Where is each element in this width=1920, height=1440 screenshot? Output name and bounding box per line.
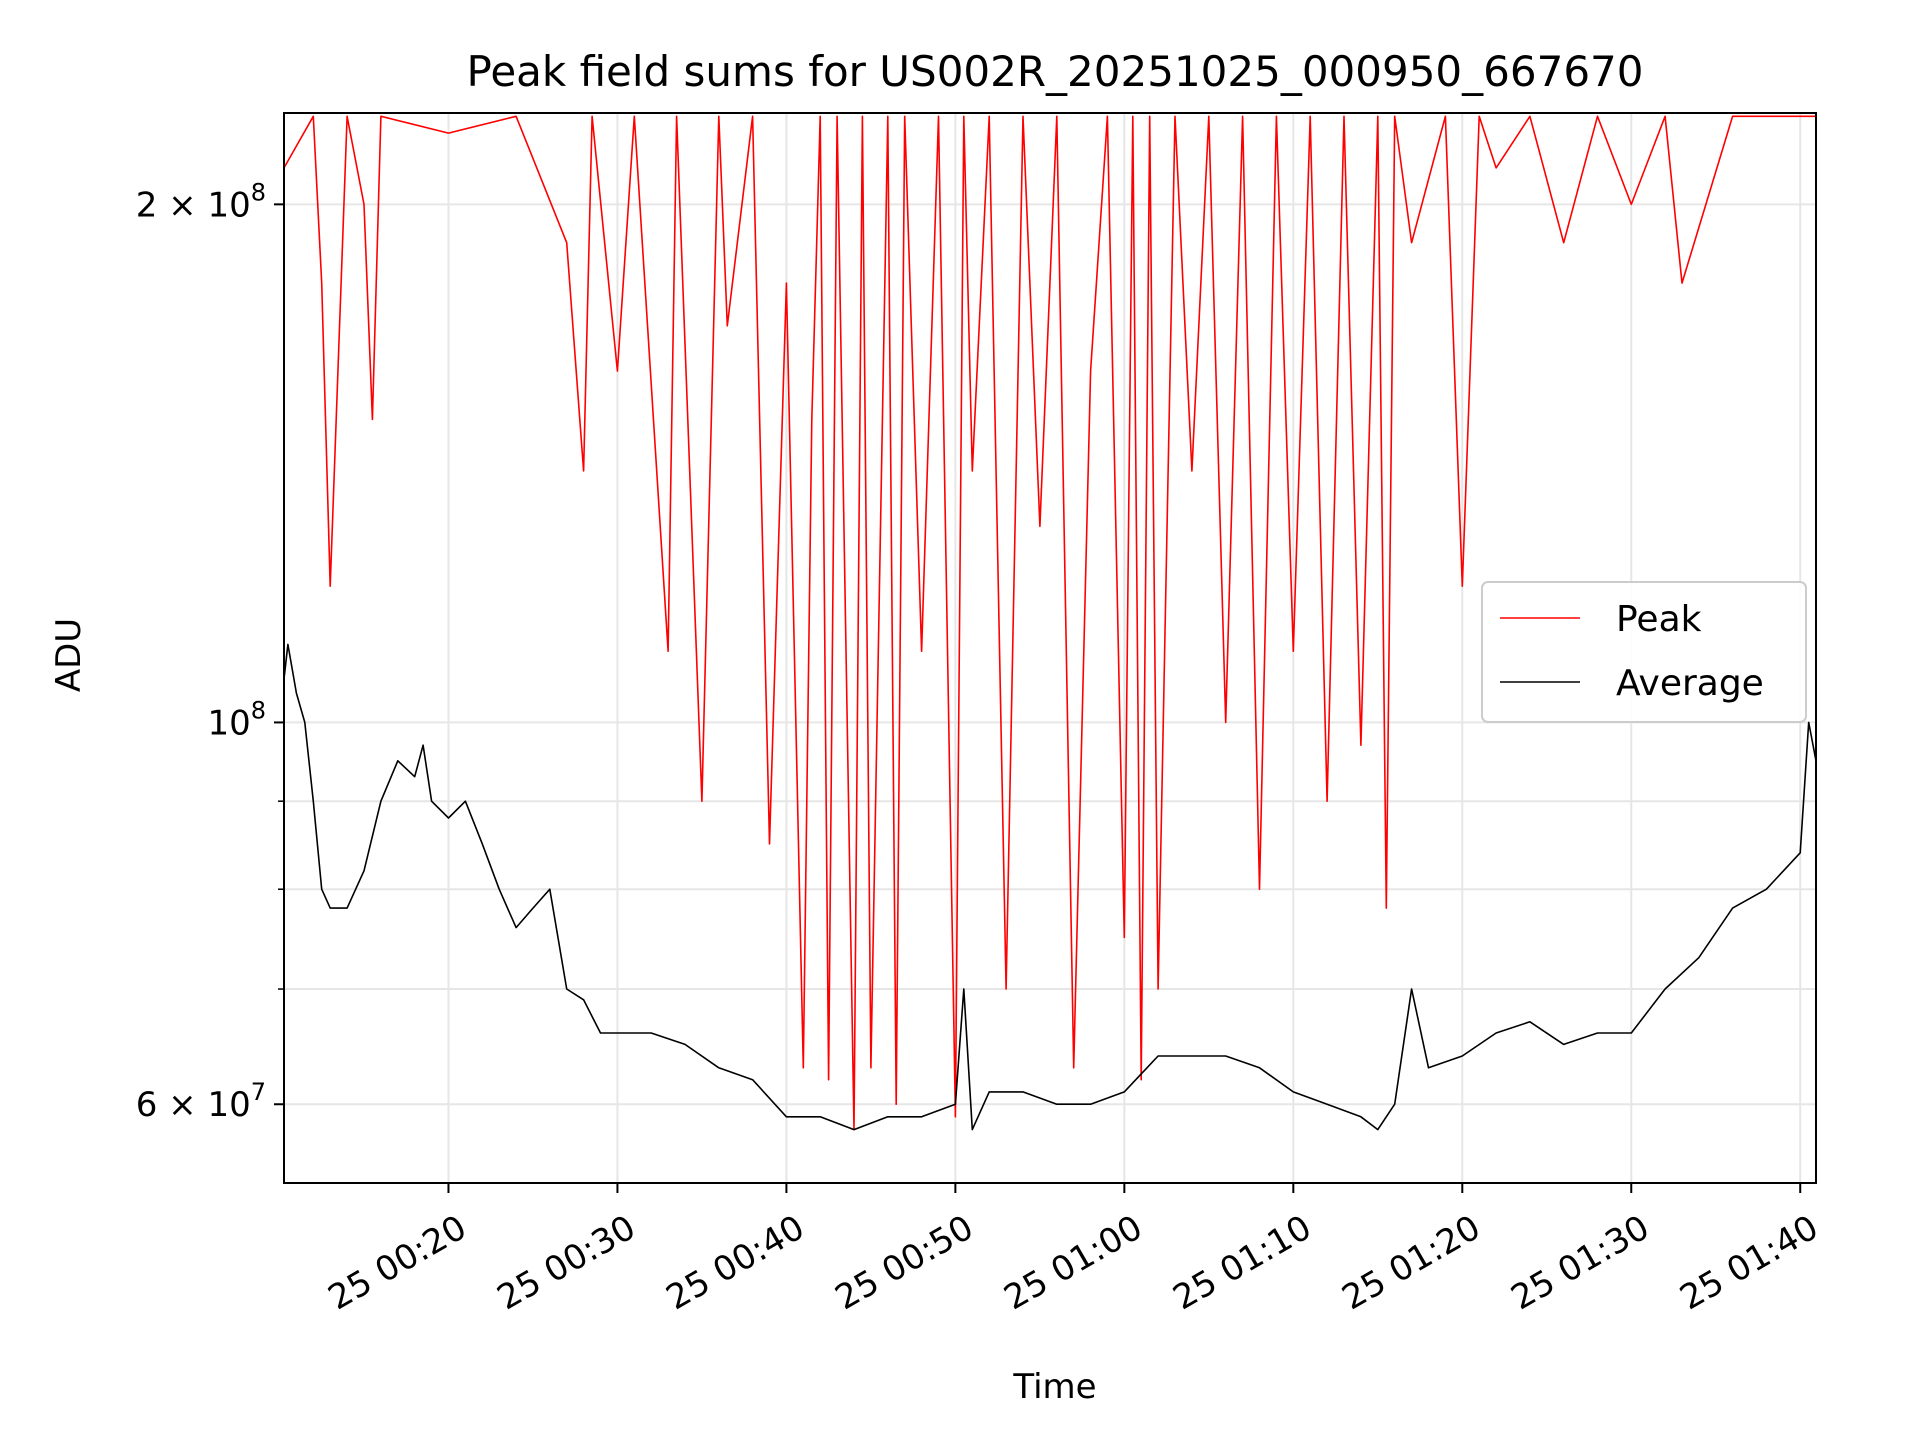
x-tick-label-4: 25 01:00 [998, 1208, 1150, 1319]
y-tick-label-0: 6 × 107 [136, 1078, 266, 1125]
x-tick-label-8: 25 01:40 [1673, 1208, 1825, 1319]
x-tick-label-6: 25 01:20 [1335, 1208, 1487, 1319]
series-line-peak [283, 115, 1816, 1131]
legend-label-average: Average [1616, 663, 1764, 704]
y-tick-label-2: 2 × 108 [136, 178, 266, 225]
plot-frame [283, 112, 1817, 1184]
x-tick-label-1: 25 00:30 [491, 1208, 643, 1319]
y-axis-label: ADU [49, 618, 89, 692]
x-tick-label-7: 25 01:30 [1504, 1208, 1656, 1319]
legend-label-peak: Peak [1616, 599, 1702, 640]
y-tick-label-1: 108 [207, 696, 266, 743]
x-tick-label-3: 25 00:50 [829, 1208, 981, 1319]
series-line-average [283, 643, 1817, 1131]
ticks-layer: 25 00:20 25 00:30 25 00:40 25 00:50 25 01:00… [136, 178, 1825, 1318]
chart-title: Peak field sums for US002R_20251025_0009… [467, 47, 1644, 96]
x-tick-label-0: 25 00:20 [322, 1208, 474, 1319]
legend: Peak Average [1481, 581, 1807, 723]
x-tick-label-2: 25 00:40 [660, 1208, 812, 1319]
series-layer [283, 115, 1817, 1131]
axes-layer [283, 112, 1817, 1184]
x-tick-label-5: 25 01:10 [1167, 1208, 1319, 1319]
legend-box [1481, 581, 1807, 723]
x-axis-label: Time [1012, 1367, 1096, 1407]
